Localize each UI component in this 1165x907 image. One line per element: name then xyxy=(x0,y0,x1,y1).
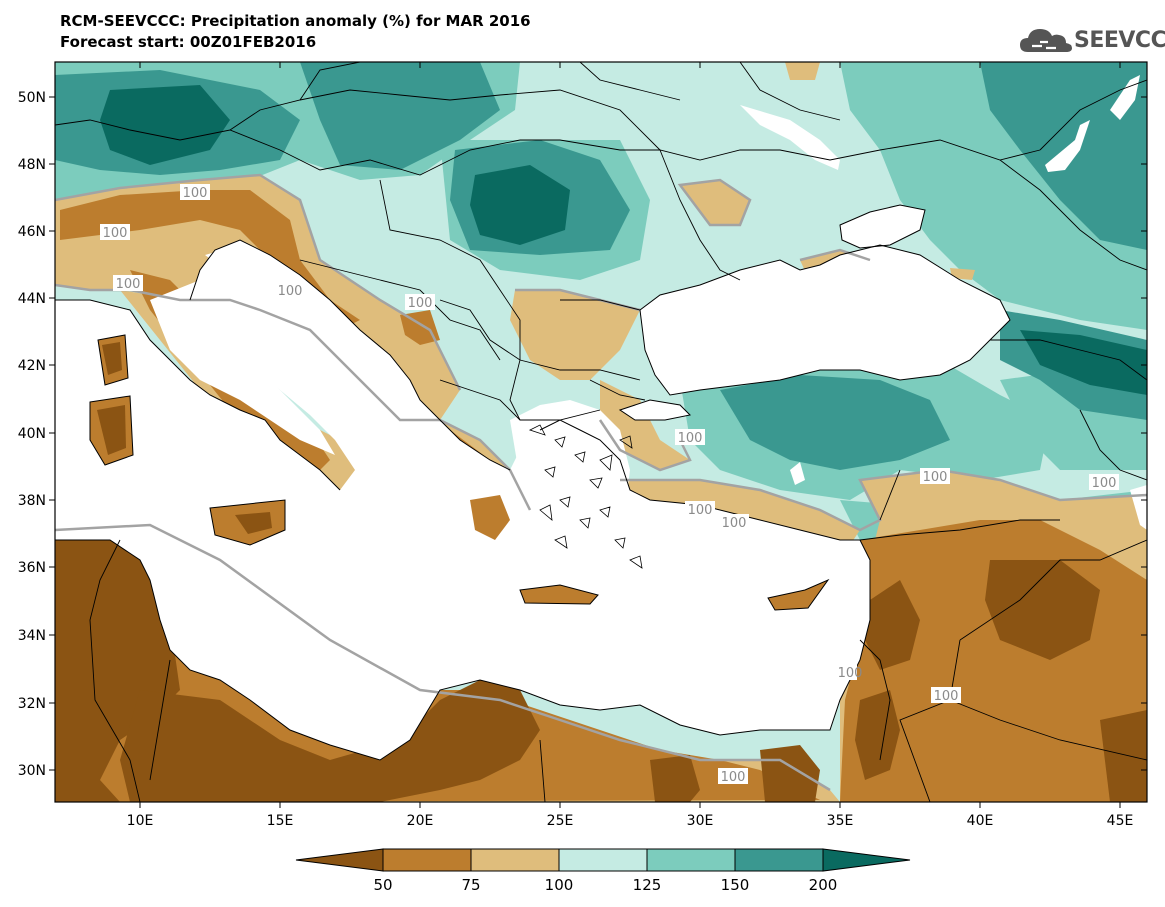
svg-text:100: 100 xyxy=(838,666,863,681)
colorbar: 50 75 100 125 150 200 xyxy=(295,848,911,894)
lon-tick-label: 10E xyxy=(127,813,154,829)
svg-text:100: 100 xyxy=(721,770,746,785)
svg-text:100: 100 xyxy=(678,431,703,446)
colorbar-label: 75 xyxy=(461,876,480,894)
lon-tick-label: 20E xyxy=(407,813,434,829)
forecast-start-label: Forecast start: 00Z01FEB2016 xyxy=(60,33,317,51)
lat-tick-label: 38N xyxy=(18,493,46,509)
lon-tick-label: 15E xyxy=(267,813,294,829)
lat-tick-label: 46N xyxy=(18,224,46,240)
colorbar-segment-100-125 xyxy=(558,848,648,872)
colorbar-label: 200 xyxy=(809,876,838,894)
lat-tick-label: 50N xyxy=(18,90,46,106)
colorbar-label: 100 xyxy=(545,876,574,894)
lon-tick-label: 25E xyxy=(547,813,574,829)
contour-label: 100 xyxy=(1089,474,1119,491)
islands xyxy=(90,335,828,610)
contour-label: 100 xyxy=(931,687,961,704)
contour-100 xyxy=(55,173,1147,792)
colorbar-segment-150-200 xyxy=(734,848,824,872)
colorbar-segment-75-100 xyxy=(470,848,560,872)
lat-tick-label: 44N xyxy=(18,291,46,307)
lat-tick-label: 30N xyxy=(18,763,46,779)
lon-tick-label: 30E xyxy=(687,813,714,829)
country-borders xyxy=(55,62,1147,802)
latitude-axis: 50N 48N 46N 44N 42N 40N 38N 36N 34N 32N … xyxy=(18,90,1147,779)
contour-label: 100 xyxy=(180,184,210,201)
map-frame xyxy=(54,61,1148,803)
svg-text:100: 100 xyxy=(1092,476,1117,491)
cloud-icon xyxy=(1020,29,1072,52)
colorbar-segment-50-75 xyxy=(382,848,472,872)
lon-tick-label: 40E xyxy=(967,813,994,829)
lat-tick-label: 32N xyxy=(18,696,46,712)
contour-label: 100 xyxy=(920,468,950,485)
map-title: RCM-SEEVCCC: Precipitation anomaly (%) f… xyxy=(60,12,531,30)
svg-text:100: 100 xyxy=(722,516,747,531)
fill-gt-200 xyxy=(100,85,1147,800)
svg-text:100: 100 xyxy=(688,503,713,518)
svg-text:100: 100 xyxy=(103,226,128,241)
colorbar-segment-125-150 xyxy=(646,848,736,872)
contour-label: 100 xyxy=(405,294,435,311)
contour-label: 100 xyxy=(685,501,715,518)
contour-label: 100 xyxy=(675,429,705,446)
svg-text:100: 100 xyxy=(934,689,959,704)
colorbar-label: 150 xyxy=(721,876,750,894)
svg-text:100: 100 xyxy=(116,277,141,292)
lat-tick-label: 36N xyxy=(18,560,46,576)
contour-label: 100 xyxy=(100,224,130,241)
lon-tick-label: 35E xyxy=(827,813,854,829)
colorbar-segment-gt200 xyxy=(822,848,911,872)
coastlines xyxy=(55,204,1011,761)
aegean-islands xyxy=(528,424,643,569)
lat-tick-label: 48N xyxy=(18,157,46,173)
contour-label: 100 xyxy=(718,768,748,785)
contour-label: 100 xyxy=(719,514,749,531)
svg-text:100: 100 xyxy=(183,186,208,201)
colorbar-segment-lt50 xyxy=(295,848,384,872)
svg-text:100: 100 xyxy=(278,284,303,299)
logo-text: SEEVCCC xyxy=(1074,28,1165,53)
lat-tick-label: 42N xyxy=(18,358,46,374)
fill-lt-50 xyxy=(55,338,1147,802)
contour-label: 100 xyxy=(278,282,303,299)
longitude-axis: 10E 15E 20E 25E 30E 35E 40E 45E xyxy=(127,62,1134,829)
lat-tick-label: 40N xyxy=(18,426,46,442)
lon-tick-label: 45E xyxy=(1107,813,1134,829)
contour-labels: 100 100 100 100 100 100 100 100 100 100 … xyxy=(100,184,1119,785)
lat-tick-label: 34N xyxy=(18,628,46,644)
colorbar-label: 125 xyxy=(633,876,662,894)
seevccc-logo: SEEVCCC xyxy=(1018,22,1165,58)
colorbar-label: 50 xyxy=(373,876,392,894)
anomaly-field: 100 100 100 100 100 100 100 100 100 100 … xyxy=(55,62,1147,802)
svg-text:100: 100 xyxy=(923,470,948,485)
contour-label: 100 xyxy=(113,275,143,292)
contour-label: 100 xyxy=(838,664,863,681)
sea-mask xyxy=(55,75,1147,760)
svg-text:100: 100 xyxy=(408,296,433,311)
